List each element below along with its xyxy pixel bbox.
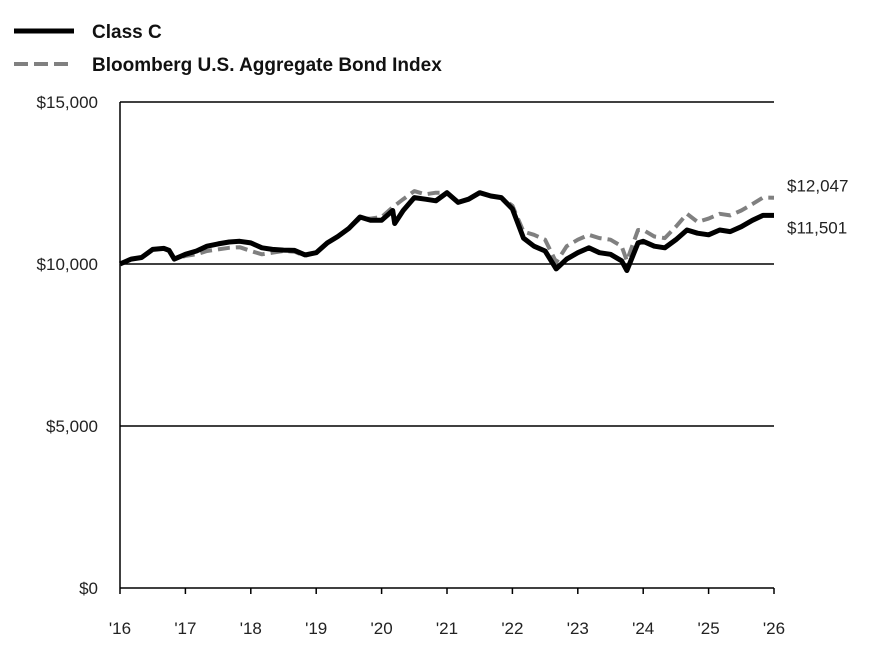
x-tick-label: '19: [305, 619, 327, 638]
x-tick-label: '26: [763, 619, 785, 638]
x-tick-label: '23: [567, 619, 589, 638]
series-line-1: [119, 189, 775, 266]
x-tick-label: '25: [698, 619, 720, 638]
end-labels: $11,501 $12,047: [787, 177, 848, 238]
x-tick-label: '17: [174, 619, 196, 638]
x-tick-label: '18: [240, 619, 262, 638]
y-tick-label: $10,000: [37, 255, 98, 274]
legend-label-bloomberg: Bloomberg U.S. Aggregate Bond Index: [92, 55, 442, 76]
x-tick-label: '22: [501, 619, 523, 638]
x-tick-label: '16: [109, 619, 131, 638]
y-tick-label: $15,000: [37, 93, 98, 112]
y-tick-label: $5,000: [46, 417, 98, 436]
legend: Class C Bloomberg U.S. Aggregate Bond In…: [14, 22, 442, 76]
end-label-1: $12,047: [787, 177, 848, 196]
y-tick-label: $0: [79, 579, 98, 598]
series-line-0: [118, 190, 774, 273]
x-axis-labels: '16 '17 '18 '19 '20 '21 '22 '23 '24 '25 '26: [109, 619, 785, 638]
x-tick-label: '21: [436, 619, 458, 638]
x-tick-label: '20: [371, 619, 393, 638]
grid-lines: [119, 101, 775, 594]
series-lines: [118, 189, 775, 273]
y-axis-labels: $0 $5,000 $10,000 $15,000: [37, 93, 98, 598]
end-label-0: $11,501: [787, 218, 847, 237]
x-tick-label: '24: [632, 619, 654, 638]
legend-label-class-c: Class C: [92, 22, 162, 43]
